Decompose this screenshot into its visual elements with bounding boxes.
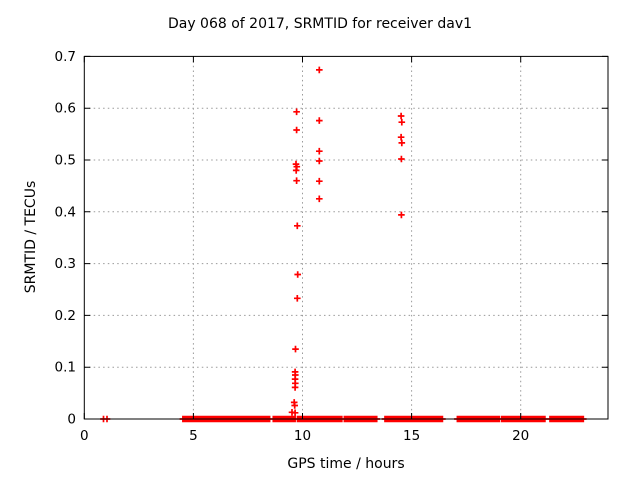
y-tick-label: 0.3 (55, 256, 76, 272)
y-tick-label: 0.7 (55, 49, 76, 65)
x-tick-label: 0 (80, 428, 89, 444)
y-tick-label: 0.4 (55, 204, 76, 220)
x-tick-label: 10 (294, 428, 311, 444)
y-tick-label: 0.6 (55, 101, 76, 117)
x-tick-label: 20 (512, 428, 529, 444)
y-tick-label: 0 (67, 412, 76, 428)
x-axis-label: GPS time / hours (287, 456, 405, 472)
x-tick-label: 5 (189, 428, 198, 444)
y-tick-label: 0.5 (55, 153, 76, 169)
data-points (100, 66, 587, 423)
chart-title: Day 068 of 2017, SRMTID for receiver dav… (167, 16, 473, 32)
y-tick-label: 0.2 (55, 308, 76, 324)
x-tick-label: 15 (403, 428, 420, 444)
y-tick-label: 0.1 (55, 360, 76, 376)
plot-border (83, 55, 609, 420)
